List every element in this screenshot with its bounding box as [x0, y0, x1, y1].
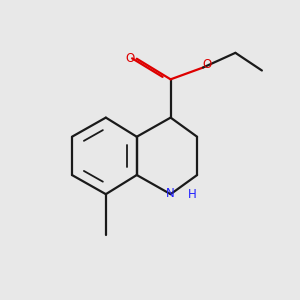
- Text: H: H: [188, 188, 196, 201]
- Text: N: N: [166, 188, 175, 200]
- Text: O: O: [126, 52, 135, 64]
- Text: O: O: [202, 58, 212, 70]
